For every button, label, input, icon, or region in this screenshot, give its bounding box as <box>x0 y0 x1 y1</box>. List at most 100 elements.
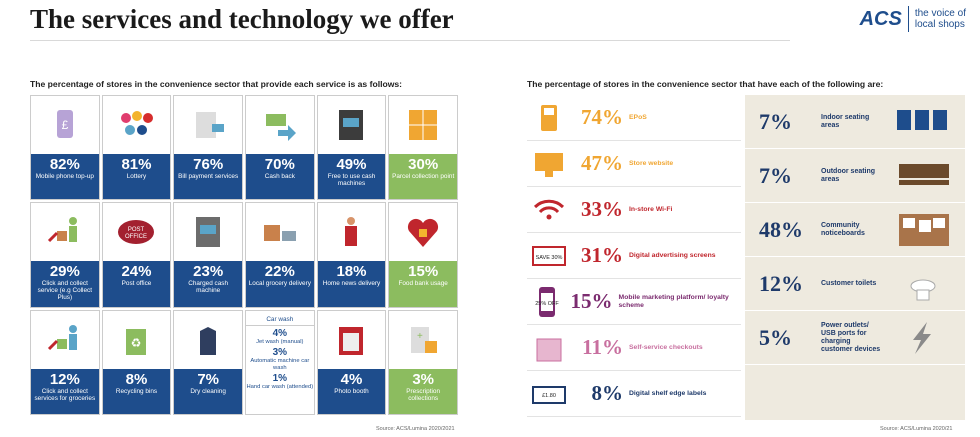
cash-back-icon <box>245 96 314 154</box>
page-title: The services and technology we offer <box>30 4 454 34</box>
service-pct: 49% <box>336 156 367 173</box>
logo-mark: ACS <box>859 7 902 30</box>
delivery-icon <box>245 203 314 262</box>
services-grid: £82% Mobile phone top-up 81% Lottery 76% Bill… <box>30 95 458 415</box>
atm-icon <box>317 96 386 154</box>
prescription-icon: + <box>389 310 457 369</box>
facility-label: Community noticeboards <box>821 221 865 237</box>
facility-item: 48% Community noticeboards <box>745 203 965 257</box>
service-cell: ♻ 8% Recycling bins <box>101 309 172 415</box>
service-pct: 24% <box>121 263 152 281</box>
service-cell: 76% Bill payment services <box>173 95 243 201</box>
service-band: 49% Free to use cash machines <box>317 154 386 200</box>
service-pct: 81% <box>121 156 152 173</box>
facility-item: 5% Power outlets/ USB ports for charging … <box>745 311 965 365</box>
facility-pct: 12% <box>759 270 803 296</box>
technology-item: £1.80 8% Digital shelf edge labels <box>527 371 741 417</box>
svg-text:SAVE 30%: SAVE 30% <box>536 255 563 261</box>
svg-text:POST: POST <box>128 227 145 233</box>
service-pct: 76% <box>193 156 224 173</box>
service-cell: 30% Parcel collection point <box>388 95 458 201</box>
technology-label: Self-service checkouts <box>629 343 703 351</box>
service-cell: 22% Local grocery delivery <box>244 202 315 308</box>
facility-label: Customer toilets <box>821 279 877 287</box>
technology-item: 25% OFF 15% Mobile marketing platform/ loy… <box>527 279 741 325</box>
acs-logo: ACS the voice of local shops <box>860 6 966 32</box>
service-pct: 82% <box>49 156 80 173</box>
service-label: Parcel collection point <box>392 173 455 180</box>
click-collect-icon <box>31 203 99 262</box>
bill-icon <box>174 96 242 154</box>
technology-pct: 15% <box>570 289 613 313</box>
dry-cleaning-icon <box>174 310 242 369</box>
service-cell: £82% Mobile phone top-up <box>30 95 100 201</box>
service-pct: 30% <box>408 156 439 173</box>
service-cell: 4% Photo booth <box>316 309 387 415</box>
service-pct: 23% <box>193 263 224 281</box>
technology-label: Digital shelf edge labels <box>629 389 707 397</box>
service-band: 18% Home news delivery <box>317 261 386 307</box>
wifi-icon <box>527 193 571 227</box>
technology-item: 11% Self-service checkouts <box>527 325 741 371</box>
service-cell: 23% Charged cash machine <box>173 202 243 308</box>
post-office-icon: POST OFFICE <box>102 203 171 262</box>
service-pct: 3% <box>412 370 434 388</box>
car-wash-title: Car wash <box>245 314 314 326</box>
shelf-label-icon: £1.80 <box>527 377 571 411</box>
grocery-collect-icon <box>31 310 99 369</box>
phone-icon: £ <box>31 96 99 154</box>
recycling-bin-icon: ♻ <box>102 310 171 369</box>
toilet-icon <box>881 266 965 302</box>
service-band: 76% Bill payment services <box>174 154 242 200</box>
service-band: 22% Local grocery delivery <box>245 261 314 307</box>
service-pct: 29% <box>49 263 80 281</box>
technology-label: Mobile marketing platform/ loyalty schem… <box>618 293 729 309</box>
svg-text:£1.80: £1.80 <box>542 393 556 399</box>
svg-text:£: £ <box>61 118 68 132</box>
chairs-icon <box>881 104 965 140</box>
service-label: Local grocery delivery <box>248 280 311 288</box>
service-cell: POST OFFICE 24% Post office <box>101 202 172 308</box>
service-pct: 22% <box>264 263 295 281</box>
car-wash-label: Automatic machine car wash <box>250 358 310 371</box>
service-pct: 4% <box>340 370 363 388</box>
noticeboard-icon <box>881 212 965 248</box>
technology-item: 74% EPoS <box>527 95 741 141</box>
facility-item: 7% Indoor seating areas <box>745 95 965 149</box>
car-wash-label: Jet wash (manual) <box>256 338 304 345</box>
service-band: 7% Dry cleaning <box>174 368 242 414</box>
technology-pct: 47% <box>581 151 623 175</box>
cash-machine-icon <box>174 203 242 262</box>
car-wash-label: Hand car wash (attended) <box>246 384 314 391</box>
technology-pct: 33% <box>581 197 623 221</box>
service-band: 29% Click and collect service (e.g Collec… <box>31 261 99 307</box>
svg-text:+: + <box>417 331 423 342</box>
service-pct: 8% <box>125 370 148 388</box>
service-cell: 12% Click and collect services for grocer… <box>30 309 100 415</box>
right-source: Source: ACS/Lumina 2020/21 <box>880 426 953 432</box>
facility-pct: 5% <box>759 324 792 350</box>
screen-icon: SAVE 30% <box>527 239 571 273</box>
service-pct: 70% <box>264 156 295 173</box>
service-label: Free to use cash machines <box>327 173 376 187</box>
service-label: Home news delivery <box>322 280 381 288</box>
logo-tagline: the voice of local shops <box>914 8 966 30</box>
service-band: 24% Post office <box>102 261 171 307</box>
service-band: 81% Lottery <box>102 154 171 200</box>
service-label: Recycling bins <box>115 387 158 395</box>
service-band: 70% Cash back <box>245 154 314 200</box>
self-checkout-icon <box>527 331 571 365</box>
service-label: Food bank usage <box>398 280 448 288</box>
service-cell: 7% Dry cleaning <box>173 309 243 415</box>
technology-item: 33% In-store Wi-Fi <box>527 187 741 233</box>
facility-item: 7% Outdoor seating areas <box>745 149 965 203</box>
service-cell: 70% Cash back <box>244 95 315 201</box>
header-divider <box>30 40 790 41</box>
technology-list: 74% EPoS 47% Store website 33% In-store Wi-Fi… <box>527 95 741 417</box>
service-band: 82% Mobile phone top-up <box>31 154 99 200</box>
service-label: Dry cleaning <box>190 387 226 395</box>
facility-pct: 7% <box>759 162 792 188</box>
service-cell: 15% Food bank usage <box>388 202 458 308</box>
service-label: Cash back <box>264 173 295 180</box>
computer-icon <box>527 147 571 181</box>
